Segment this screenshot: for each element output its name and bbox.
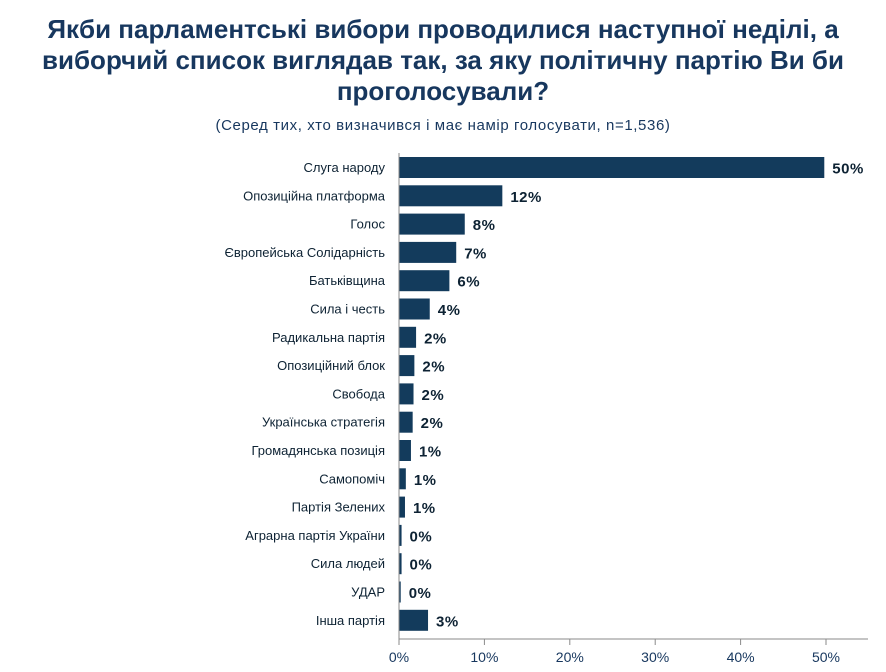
category-label: Самопоміч xyxy=(319,471,385,486)
category-label: Сила і честь xyxy=(310,302,385,317)
data-label: 50% xyxy=(832,161,864,178)
x-tick-label: 40% xyxy=(727,649,755,665)
bar xyxy=(399,468,406,490)
x-tick-label: 20% xyxy=(556,649,584,665)
bar xyxy=(399,609,429,631)
category-label: Голос xyxy=(350,217,385,232)
data-label: 2% xyxy=(422,359,445,376)
category-label: Опозиційний блок xyxy=(277,358,385,373)
category-label: Інша партія xyxy=(316,613,385,628)
bar xyxy=(399,298,430,320)
data-label: 1% xyxy=(413,500,436,517)
bar xyxy=(399,157,825,178)
category-label: Партія Зелених xyxy=(292,500,386,515)
category-label: Слуга народу xyxy=(304,160,386,175)
chart-subtitle: (Серед тих, хто визначився і має намір г… xyxy=(215,117,671,134)
data-label: 4% xyxy=(438,302,461,319)
data-label: 12% xyxy=(510,189,542,206)
category-label: Громадянська позиція xyxy=(251,443,385,458)
data-label: 0% xyxy=(410,528,433,545)
category-label: Аграрна партія України xyxy=(245,528,385,543)
bar xyxy=(399,553,402,575)
category-label: УДАР xyxy=(351,585,385,600)
x-tick-label: 0% xyxy=(389,649,409,665)
category-label: Європейська Солідарність xyxy=(225,245,386,260)
category-label: Сила людей xyxy=(311,556,385,571)
data-label: 3% xyxy=(436,613,459,630)
bar xyxy=(399,213,465,235)
category-label: Батьківщина xyxy=(309,273,386,288)
data-label: 0% xyxy=(410,557,433,574)
x-tick-label: 30% xyxy=(641,649,669,665)
data-label: 1% xyxy=(414,472,437,489)
bar xyxy=(399,581,401,603)
x-tick-label: 50% xyxy=(812,649,840,665)
category-label: Радикальна партія xyxy=(272,330,385,345)
data-label: 1% xyxy=(419,444,442,461)
bar xyxy=(399,496,405,518)
x-tick-label: 10% xyxy=(470,649,498,665)
category-label: Українська стратегія xyxy=(262,415,385,430)
bar xyxy=(399,383,414,405)
bar xyxy=(399,185,503,207)
data-label: 8% xyxy=(473,217,496,234)
data-label: 2% xyxy=(421,415,444,432)
chart-title: Якби парламентські вибори проводилися на… xyxy=(42,14,844,106)
category-label: Свобода xyxy=(332,386,385,401)
category-label: Опозиційна платформа xyxy=(243,188,386,203)
bar xyxy=(399,355,415,377)
bar xyxy=(399,411,413,433)
data-label: 2% xyxy=(424,330,447,347)
bar xyxy=(399,241,457,263)
data-label: 7% xyxy=(464,245,487,262)
data-label: 2% xyxy=(422,387,445,404)
bar xyxy=(399,440,411,461)
data-label: 0% xyxy=(409,585,432,602)
bar xyxy=(399,524,402,546)
bar xyxy=(399,270,450,292)
bar xyxy=(399,326,417,348)
data-label: 6% xyxy=(457,274,480,291)
